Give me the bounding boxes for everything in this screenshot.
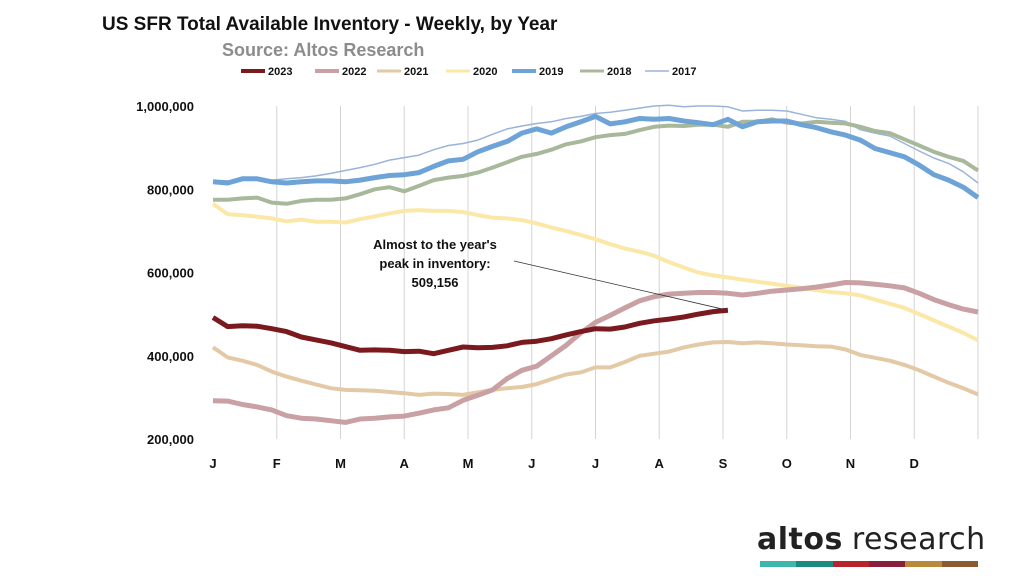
x-tick-label: O <box>782 456 792 471</box>
legend-label-2017: 2017 <box>672 66 696 78</box>
series-line-2021 <box>211 340 979 397</box>
brand-bar-segment <box>796 561 833 567</box>
y-tick-label: 800,000 <box>147 182 194 197</box>
brand-bar-segment <box>905 561 942 567</box>
brand-word-research: research <box>851 522 986 557</box>
brand-bar-segment <box>868 561 906 567</box>
annotation-line: Almost to the year's <box>373 237 497 252</box>
series-layer <box>211 104 980 425</box>
x-tick-label: F <box>273 456 281 471</box>
annotation: Almost to the year's peak in inventory: 50… <box>373 237 728 311</box>
series-line-2019 <box>212 113 980 200</box>
x-tick-label: D <box>910 456 919 471</box>
annotation-line: peak in inventory: <box>379 256 490 271</box>
series-line-2023 <box>211 307 729 357</box>
x-tick-label: J <box>592 456 599 471</box>
x-tick-label: N <box>846 456 855 471</box>
altos-research-logo: altos research <box>757 522 986 557</box>
x-tick-label: A <box>400 456 410 471</box>
legend-label-2021: 2021 <box>404 66 428 78</box>
legend-label-2022: 2022 <box>342 66 366 78</box>
legend-label-2023: 2023 <box>268 66 292 78</box>
brand-color-bar <box>760 561 978 567</box>
x-tick-label: S <box>719 456 728 471</box>
annotation-line: 509,156 <box>412 275 459 290</box>
y-tick-label: 600,000 <box>147 266 194 281</box>
chart-title: US SFR Total Available Inventory - Weekl… <box>102 14 558 35</box>
legend: 2023 2022 2021 2020 2019 2018 2017 <box>241 66 696 78</box>
series-line-2022 <box>212 280 979 425</box>
brand-bar-segment <box>941 561 978 567</box>
legend-label-2018: 2018 <box>607 66 631 78</box>
chart-subtitle: Source: Altos Research <box>222 40 425 60</box>
x-tick-label: A <box>655 456 665 471</box>
grid-layer <box>276 106 979 439</box>
x-tick-label: J <box>209 456 216 471</box>
series-line-2020 <box>211 202 979 343</box>
brand-bar-segment <box>760 561 797 567</box>
brand-bar-segment <box>832 561 869 567</box>
y-tick-label: 1,000,000 <box>136 99 194 114</box>
legend-label-2020: 2020 <box>473 66 497 78</box>
y-tick-label: 400,000 <box>147 349 194 364</box>
brand-word-altos: altos <box>757 522 843 557</box>
axis-layer: J F M A M J J A S O N D 200,000 400,000 600,000 800,000… <box>136 99 919 471</box>
x-tick-label: M <box>335 456 346 471</box>
legend-label-2019: 2019 <box>539 66 563 78</box>
x-tick-label: M <box>463 456 474 471</box>
annotation-leader-line <box>513 260 728 311</box>
x-tick-label: J <box>528 456 535 471</box>
series-line-2018 <box>213 117 980 206</box>
y-tick-label: 200,000 <box>147 432 194 447</box>
